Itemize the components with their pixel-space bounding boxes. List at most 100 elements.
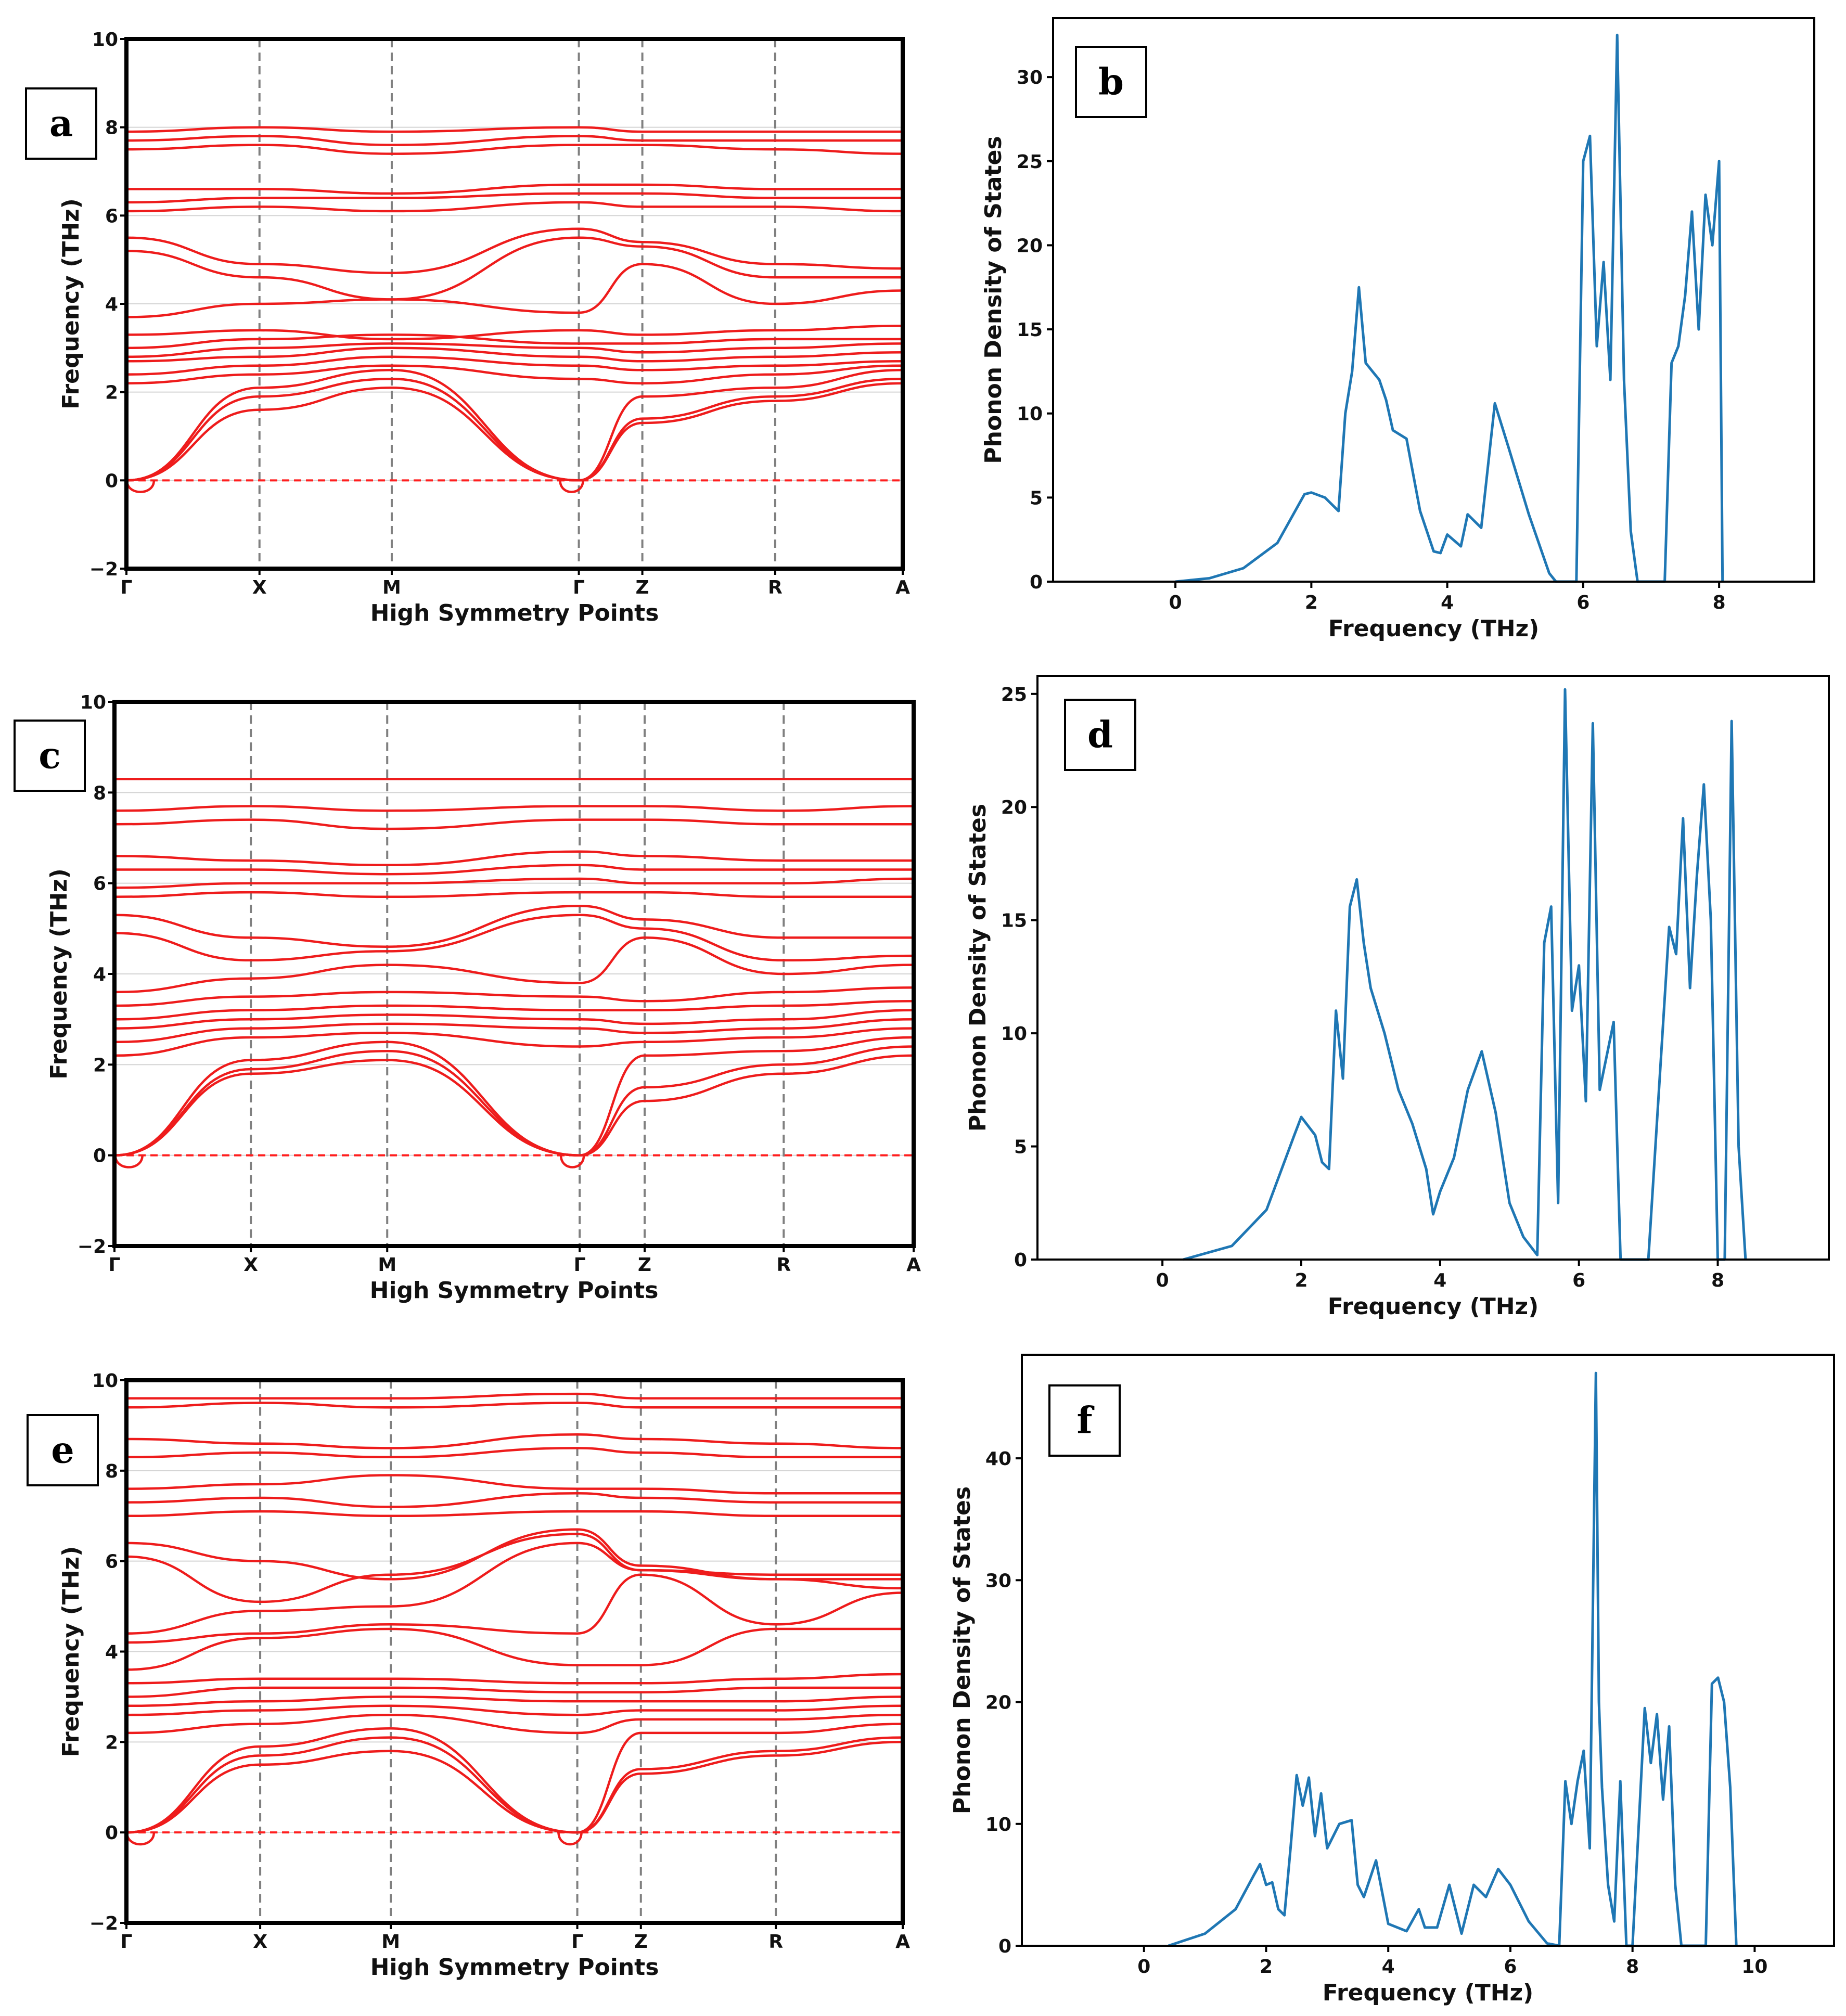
band-e-branch-16 xyxy=(126,1474,903,1495)
band-c-branch-10 xyxy=(114,914,914,962)
band-c-branch-9 xyxy=(114,936,914,994)
band-a-xtick-label: R xyxy=(768,577,783,598)
band-c-xtick-label: Z xyxy=(638,1254,651,1276)
band-a-xtick-label: Z xyxy=(636,577,649,598)
band-c-branch-3 xyxy=(114,1036,914,1157)
band-e-branch-8 xyxy=(126,1673,903,1685)
dos-b-ytick-label: 30 xyxy=(1017,67,1043,88)
band-c-ytick-label: 6 xyxy=(93,874,106,895)
band-c-xlabel: High Symmetry Points xyxy=(370,1277,659,1304)
band-c-ytick-label: 8 xyxy=(93,782,106,804)
band-e-acoustic-dip xyxy=(557,1832,583,1846)
band-e-ytick-label: 6 xyxy=(105,1551,118,1573)
dos-f-ytick-label: 40 xyxy=(985,1448,1011,1470)
dos-b-xtick-label: 6 xyxy=(1576,592,1589,613)
band-e-ytick-label: 8 xyxy=(105,1461,118,1482)
dos-b-ytick-label: 20 xyxy=(1017,235,1043,256)
band-c-ytick-label: −2 xyxy=(78,1236,106,1257)
dos-f-xtick-label: 10 xyxy=(1741,1956,1767,1978)
band-a-xtick-label: Γ xyxy=(121,577,133,598)
dos-f-ytick-label: 20 xyxy=(985,1692,1011,1714)
dos-d-xlabel: Frequency (THz) xyxy=(1328,1293,1539,1320)
band-e-branch-9 xyxy=(126,1627,903,1671)
band-c-branch-4 xyxy=(114,1027,914,1057)
band-a-branch-9 xyxy=(126,325,903,341)
band-e-xlabel: High Symmetry Points xyxy=(370,1954,659,1981)
dos-f-xtick-label: 2 xyxy=(1260,1956,1273,1978)
dos-d-ytick-label: 10 xyxy=(1001,1023,1027,1045)
band-c-xtick-label: A xyxy=(906,1254,921,1276)
dos-d-xtick-label: 6 xyxy=(1572,1270,1585,1291)
dos-f-xtick-label: 4 xyxy=(1382,1956,1395,1978)
band-c-ytick-label: 2 xyxy=(93,1055,106,1076)
dos-f-xtick-label: 6 xyxy=(1504,1956,1517,1978)
band-a-branch-5 xyxy=(126,355,903,376)
band-c-branch-15 xyxy=(114,850,914,867)
band-a-xlabel: High Symmetry Points xyxy=(370,600,659,626)
band-e-ytick-label: 10 xyxy=(92,1370,118,1392)
dos-f-ylabel: Phonon Density of States xyxy=(949,1486,976,1814)
dos-b-curve xyxy=(1175,33,1724,583)
dos-b-ytick-label: 0 xyxy=(1030,572,1043,593)
dos-b-xtick-label: 8 xyxy=(1713,592,1726,613)
band-c-branch-8 xyxy=(114,986,914,1007)
panel-label-box-c xyxy=(14,720,86,792)
panel-label-box-d xyxy=(1064,699,1136,771)
dos-b-xtick-label: 0 xyxy=(1169,592,1182,613)
band-c-branch-17 xyxy=(114,805,914,812)
band-a-branch-16 xyxy=(126,144,903,155)
band-e-xtick-label: Γ xyxy=(121,1931,133,1953)
band-a-branch-14 xyxy=(126,192,903,204)
dos-f-ytick-label: 10 xyxy=(985,1814,1011,1835)
band-e-branch-13 xyxy=(126,1528,903,1581)
panel-label-d: d xyxy=(1087,713,1113,756)
band-e-xtick-label: Z xyxy=(634,1931,648,1953)
band-e-branch-6 xyxy=(126,1696,903,1707)
band-c-xtick-label: R xyxy=(776,1254,791,1276)
dos-d-ytick-label: 5 xyxy=(1014,1137,1027,1158)
band-c-ytick-label: 10 xyxy=(80,692,106,713)
band-e-branch-14 xyxy=(126,1510,903,1518)
band-a-ytick-label: 6 xyxy=(105,206,118,227)
band-e-ytick-label: −2 xyxy=(89,1913,118,1934)
dos-b-ytick-label: 15 xyxy=(1017,319,1043,341)
band-c-ylabel: Frequency (THz) xyxy=(46,868,72,1080)
panel-label-box-a xyxy=(25,87,97,160)
dos-d-xtick-label: 4 xyxy=(1433,1270,1446,1291)
dos-d-ylabel: Phonon Density of States xyxy=(965,804,991,1132)
band-e-branch-12 xyxy=(126,1533,903,1603)
band-e-branch-3 xyxy=(126,1723,903,1834)
band-e-branch-10 xyxy=(126,1573,903,1644)
band-c-ytick-label: 4 xyxy=(93,964,106,985)
band-a-branch-3 xyxy=(126,369,903,482)
band-a-branch-12 xyxy=(126,227,903,274)
band-a-branch-13 xyxy=(126,201,903,213)
band-e-branch-19 xyxy=(126,1402,903,1409)
band-e-branch-15 xyxy=(126,1492,903,1508)
band-e-ytick-label: 2 xyxy=(105,1732,118,1753)
dos-b-ytick-label: 10 xyxy=(1017,404,1043,425)
dos-f-curve xyxy=(1168,1371,1738,1947)
panel-label-box-f xyxy=(1048,1384,1121,1457)
dos-d-xtick-label: 8 xyxy=(1711,1270,1724,1291)
band-c-group xyxy=(112,700,916,1248)
dos-d-ytick-label: 0 xyxy=(1014,1250,1027,1271)
band-a-branch-18 xyxy=(126,126,903,133)
band-c-xtick-label: X xyxy=(243,1254,258,1276)
panel-label-box-b xyxy=(1075,46,1147,118)
band-a-branch-7 xyxy=(126,342,903,358)
dos-b-ylabel: Phonon Density of States xyxy=(980,136,1007,464)
band-a-ytick-label: 8 xyxy=(105,118,118,139)
band-e-branch-4 xyxy=(126,1713,903,1735)
band-a-xtick-label: M xyxy=(382,577,401,598)
band-a-ytick-label: 10 xyxy=(92,29,118,50)
band-e-branch-5 xyxy=(126,1704,903,1716)
dos-d-ytick-label: 20 xyxy=(1001,797,1027,818)
panel-label-e: e xyxy=(51,1429,74,1472)
band-a-branch-6 xyxy=(126,346,903,363)
band-a-group xyxy=(124,37,905,571)
band-e-ytick-label: 4 xyxy=(105,1642,118,1663)
dos-d-ytick-label: 15 xyxy=(1001,910,1027,932)
dos-d-ytick-label: 25 xyxy=(1001,684,1027,705)
band-a-ytick-label: 0 xyxy=(105,470,118,492)
